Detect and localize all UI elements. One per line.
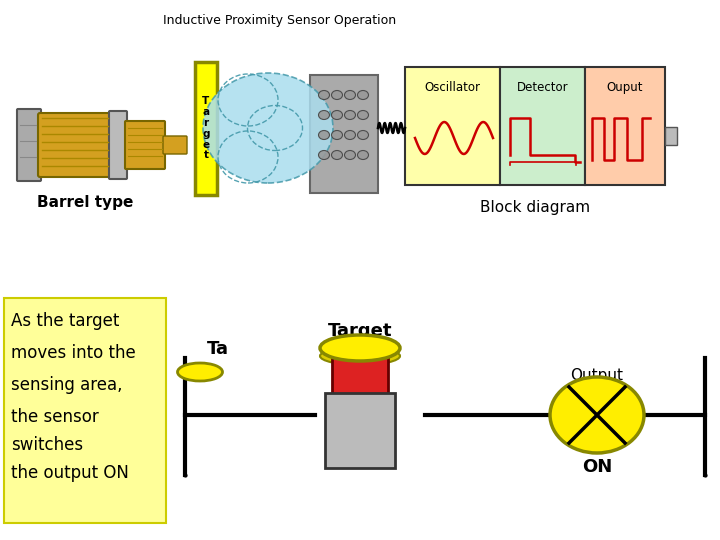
Text: the output ON: the output ON <box>11 464 129 482</box>
Text: Block diagram: Block diagram <box>480 200 590 215</box>
FancyBboxPatch shape <box>17 109 41 181</box>
Ellipse shape <box>320 335 400 361</box>
Ellipse shape <box>203 73 333 183</box>
Ellipse shape <box>331 91 343 99</box>
Text: Ta: Ta <box>207 340 229 358</box>
Ellipse shape <box>331 151 343 159</box>
Ellipse shape <box>318 111 330 119</box>
Ellipse shape <box>331 131 343 139</box>
Ellipse shape <box>344 151 356 159</box>
Text: T
a
r
g
e
t: T a r g e t <box>202 97 210 160</box>
FancyBboxPatch shape <box>38 113 112 177</box>
Ellipse shape <box>318 151 330 159</box>
FancyBboxPatch shape <box>125 121 165 169</box>
Ellipse shape <box>318 91 330 99</box>
Text: Inductive Proximity Sensor Operation: Inductive Proximity Sensor Operation <box>163 14 397 27</box>
Ellipse shape <box>178 363 222 381</box>
Ellipse shape <box>358 91 369 99</box>
FancyBboxPatch shape <box>325 393 395 468</box>
Text: Barrel type: Barrel type <box>37 195 133 210</box>
FancyBboxPatch shape <box>109 111 127 179</box>
Text: moves into the: moves into the <box>11 344 136 362</box>
Ellipse shape <box>344 131 356 139</box>
Text: Target: Target <box>328 322 392 340</box>
Text: the sensor: the sensor <box>11 408 99 426</box>
Text: Detector: Detector <box>517 81 568 94</box>
Text: Output: Output <box>570 368 624 383</box>
Text: switches: switches <box>11 436 83 454</box>
Text: As the target: As the target <box>11 312 120 330</box>
Ellipse shape <box>358 151 369 159</box>
FancyBboxPatch shape <box>195 62 217 195</box>
Ellipse shape <box>550 377 644 453</box>
Text: sensing area,: sensing area, <box>11 376 122 394</box>
FancyBboxPatch shape <box>585 67 665 185</box>
Text: Oscillator: Oscillator <box>425 81 480 94</box>
FancyBboxPatch shape <box>665 127 677 145</box>
Ellipse shape <box>358 131 369 139</box>
Ellipse shape <box>358 111 369 119</box>
Ellipse shape <box>318 131 330 139</box>
Ellipse shape <box>344 111 356 119</box>
Text: ON: ON <box>582 458 612 476</box>
Ellipse shape <box>320 347 400 365</box>
FancyBboxPatch shape <box>500 67 585 185</box>
FancyBboxPatch shape <box>332 356 388 395</box>
Ellipse shape <box>331 111 343 119</box>
FancyBboxPatch shape <box>310 75 378 193</box>
Ellipse shape <box>344 91 356 99</box>
FancyBboxPatch shape <box>4 298 166 523</box>
Text: Ouput: Ouput <box>607 81 643 94</box>
FancyBboxPatch shape <box>405 67 500 185</box>
FancyBboxPatch shape <box>163 136 187 154</box>
